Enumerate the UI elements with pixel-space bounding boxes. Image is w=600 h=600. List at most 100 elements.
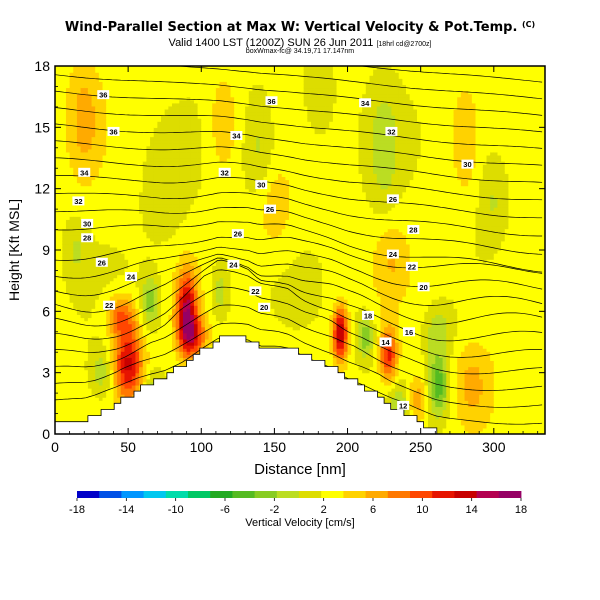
velocity-cell — [161, 357, 166, 361]
velocity-cell — [139, 93, 144, 98]
velocity-cell — [95, 179, 100, 184]
velocity-cell — [65, 78, 71, 82]
velocity-cell — [65, 246, 71, 251]
velocity-cell — [80, 366, 85, 371]
velocity-cell — [106, 145, 111, 150]
velocity-cell — [157, 207, 162, 211]
velocity-cell — [131, 320, 137, 325]
velocity-cell — [84, 102, 89, 107]
velocity-cell — [84, 317, 89, 322]
velocity-cell — [113, 158, 118, 162]
velocity-cell — [76, 176, 82, 181]
velocity-cell — [65, 121, 71, 125]
velocity-cell — [150, 296, 155, 300]
velocity-cell — [113, 308, 118, 312]
velocity-cell — [142, 96, 148, 101]
velocity-cell — [161, 240, 166, 245]
velocity-cell — [157, 250, 162, 254]
velocity-cell — [62, 326, 67, 331]
velocity-cell — [80, 213, 85, 217]
velocity-cell — [139, 154, 144, 159]
velocity-cell — [142, 102, 148, 107]
velocity-cell — [128, 207, 133, 211]
velocity-cell — [55, 167, 60, 171]
velocity-cell — [131, 93, 137, 98]
velocity-cell — [131, 256, 137, 260]
velocity-cell — [69, 161, 74, 165]
velocity-cell — [124, 308, 129, 312]
velocity-cell — [106, 262, 111, 266]
velocity-cell — [139, 108, 144, 113]
velocity-cell — [109, 234, 115, 239]
velocity-cell — [109, 219, 115, 223]
velocity-cell — [73, 191, 78, 196]
velocity-cell — [146, 154, 151, 159]
velocity-cell — [65, 283, 71, 288]
velocity-cell — [139, 84, 144, 89]
velocity-cell — [62, 329, 67, 334]
velocity-cell — [135, 308, 140, 312]
velocity-cell — [142, 320, 148, 325]
velocity-cell — [106, 240, 111, 245]
velocity-cell — [124, 246, 129, 251]
velocity-cell — [91, 112, 96, 116]
velocity-cell — [65, 406, 71, 411]
velocity-cell — [146, 173, 151, 177]
velocity-cell — [65, 210, 71, 214]
velocity-cell — [58, 136, 63, 141]
velocity-cell — [98, 246, 104, 251]
velocity-cell — [124, 384, 129, 389]
velocity-cell — [117, 81, 122, 85]
velocity-cell — [58, 102, 63, 107]
velocity-cell — [106, 148, 111, 153]
velocity-cell — [65, 296, 71, 300]
velocity-cell — [109, 397, 115, 401]
velocity-cell — [69, 305, 74, 309]
velocity-cell — [76, 357, 82, 361]
velocity-cell — [153, 329, 158, 334]
velocity-cell — [153, 366, 158, 371]
velocity-cell — [65, 115, 71, 119]
velocity-cell — [84, 286, 89, 291]
velocity-cell — [113, 136, 118, 141]
vertical-velocity-field — [55, 66, 545, 434]
velocity-cell — [157, 228, 162, 233]
velocity-cell — [150, 108, 155, 113]
velocity-cell — [80, 283, 85, 288]
velocity-cell — [95, 66, 100, 70]
velocity-cell — [142, 121, 148, 125]
velocity-cell — [76, 81, 82, 85]
velocity-cell — [55, 225, 60, 230]
velocity-cell — [153, 256, 158, 260]
velocity-cell — [150, 381, 155, 386]
velocity-cell — [102, 240, 107, 245]
velocity-cell — [109, 96, 115, 101]
velocity-cell — [98, 173, 104, 177]
velocity-cell — [146, 151, 151, 156]
velocity-cell — [124, 204, 129, 208]
velocity-cell — [84, 84, 89, 89]
velocity-cell — [161, 176, 166, 181]
velocity-cell — [76, 406, 82, 411]
velocity-cell — [135, 176, 140, 181]
velocity-cell — [55, 326, 60, 331]
velocity-cell — [131, 90, 137, 95]
velocity-cell — [109, 225, 115, 230]
velocity-cell — [164, 369, 169, 374]
velocity-cell — [120, 69, 126, 73]
velocity-cell — [131, 216, 137, 220]
velocity-cell — [128, 243, 133, 248]
velocity-cell — [84, 259, 89, 263]
velocity-cell — [106, 381, 111, 386]
velocity-cell — [102, 170, 107, 174]
velocity-cell — [139, 170, 144, 174]
velocity-cell — [80, 345, 85, 349]
velocity-cell — [164, 72, 169, 76]
velocity-cell — [80, 296, 85, 300]
velocity-cell — [157, 99, 162, 104]
velocity-cell — [91, 381, 96, 386]
velocity-cell — [131, 302, 137, 306]
velocity-cell — [98, 250, 104, 254]
velocity-cell — [80, 320, 85, 325]
velocity-cell — [113, 219, 118, 223]
